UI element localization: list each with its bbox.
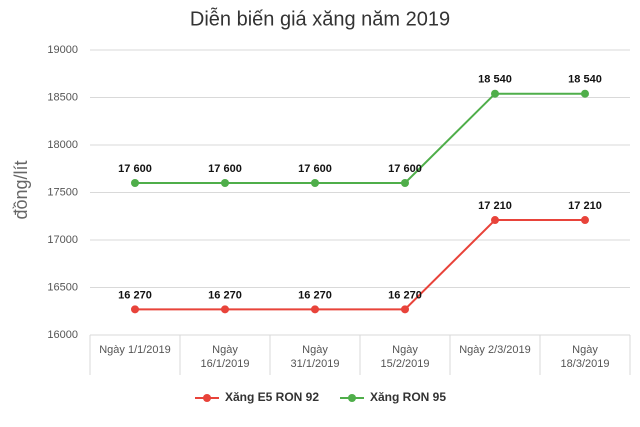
legend-marker: [348, 394, 356, 402]
value-label: 17 210: [478, 200, 512, 212]
x-tick-label: Ngày 31/1/2019: [290, 344, 340, 370]
y-tick-label: 16500: [47, 281, 78, 293]
x-tick-label: Ngày 15/2/2019: [380, 344, 430, 370]
value-label: 17 600: [208, 163, 242, 175]
value-label: 16 270: [118, 289, 152, 301]
point: [131, 179, 139, 187]
value-label: 17 600: [298, 163, 332, 175]
x-tick-label: Ngày 18/3/2019: [560, 344, 610, 370]
y-tick-label: 18000: [47, 139, 78, 151]
point: [401, 305, 409, 314]
value-label: 17 600: [118, 163, 152, 175]
point: [221, 179, 229, 187]
y-tick-label: 17000: [47, 234, 78, 246]
y-axis-label: đồng/lít: [11, 160, 31, 219]
series-line: [135, 92, 585, 184]
x-tick-label: Ngày 2/3/2019: [459, 344, 531, 356]
value-label: 17 600: [388, 163, 422, 175]
value-label: 16 270: [298, 289, 332, 301]
point: [131, 305, 139, 314]
point: [311, 305, 319, 314]
point: [311, 179, 319, 187]
y-tick-label: 18500: [47, 91, 78, 103]
legend-marker: [203, 394, 211, 402]
point: [491, 216, 499, 225]
value-label: 16 270: [388, 289, 422, 301]
series-line: [135, 219, 585, 311]
point: [401, 179, 409, 187]
x-tick-label: Ngày 16/1/2019: [200, 344, 250, 370]
x-tick-label: Ngày 1/1/2019: [99, 344, 171, 356]
legend-label: Xăng E5 RON 92: [225, 390, 319, 404]
point: [221, 305, 229, 314]
y-tick-label: 17500: [47, 186, 78, 198]
point: [581, 89, 589, 98]
point: [491, 89, 499, 98]
value-label: 16 270: [208, 289, 242, 301]
value-label: 18 540: [478, 74, 512, 86]
y-tick-label: 19000: [47, 44, 78, 56]
chart-title: Diễn biến giá xăng năm 2019: [190, 7, 450, 30]
legend-label: Xăng RON 95: [370, 390, 446, 404]
value-label: 17 210: [568, 200, 602, 212]
value-label: 18 540: [568, 74, 602, 86]
y-tick-label: 16000: [47, 329, 78, 341]
point: [581, 216, 589, 225]
